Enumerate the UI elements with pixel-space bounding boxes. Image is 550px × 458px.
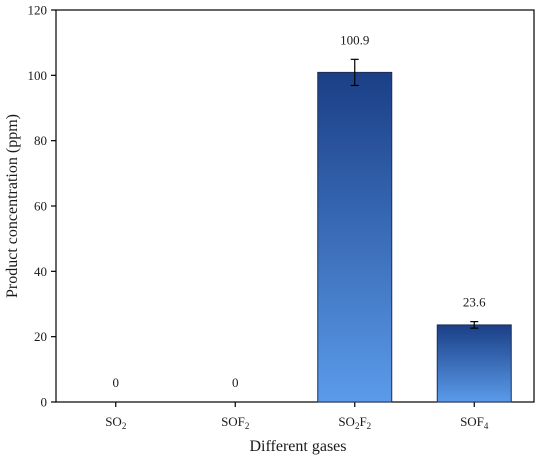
y-tick-label: 100: [28, 68, 48, 83]
data-label: 0: [232, 375, 239, 390]
y-tick-label: 20: [34, 329, 47, 344]
bar-so2f2: [317, 71, 393, 403]
x-tick-label: SOF4: [460, 414, 489, 431]
x-tick-label: SO2: [105, 414, 126, 431]
y-tick-label: 80: [34, 133, 47, 148]
bar-sof4: [436, 324, 512, 403]
data-label: 0: [113, 375, 120, 390]
y-tick-label: 0: [41, 395, 48, 410]
y-tick-label: 120: [28, 3, 48, 18]
data-label: 23.6: [463, 295, 486, 310]
x-axis-title: Different gases: [250, 438, 347, 455]
y-axis-title: Product concentration (ppm): [4, 114, 21, 298]
data-label: 100.9: [340, 32, 369, 47]
x-tick-label: SOF2: [221, 414, 249, 431]
plot-area: 0 20 40 60 80 100 120 SO2 0 SOF2 0 SO2F2 100.9 SOF4 23…: [28, 3, 535, 431]
y-tick-label: 40: [34, 264, 47, 279]
y-tick-label: 60: [34, 199, 47, 214]
x-tick-label: SO2F2: [338, 414, 371, 431]
